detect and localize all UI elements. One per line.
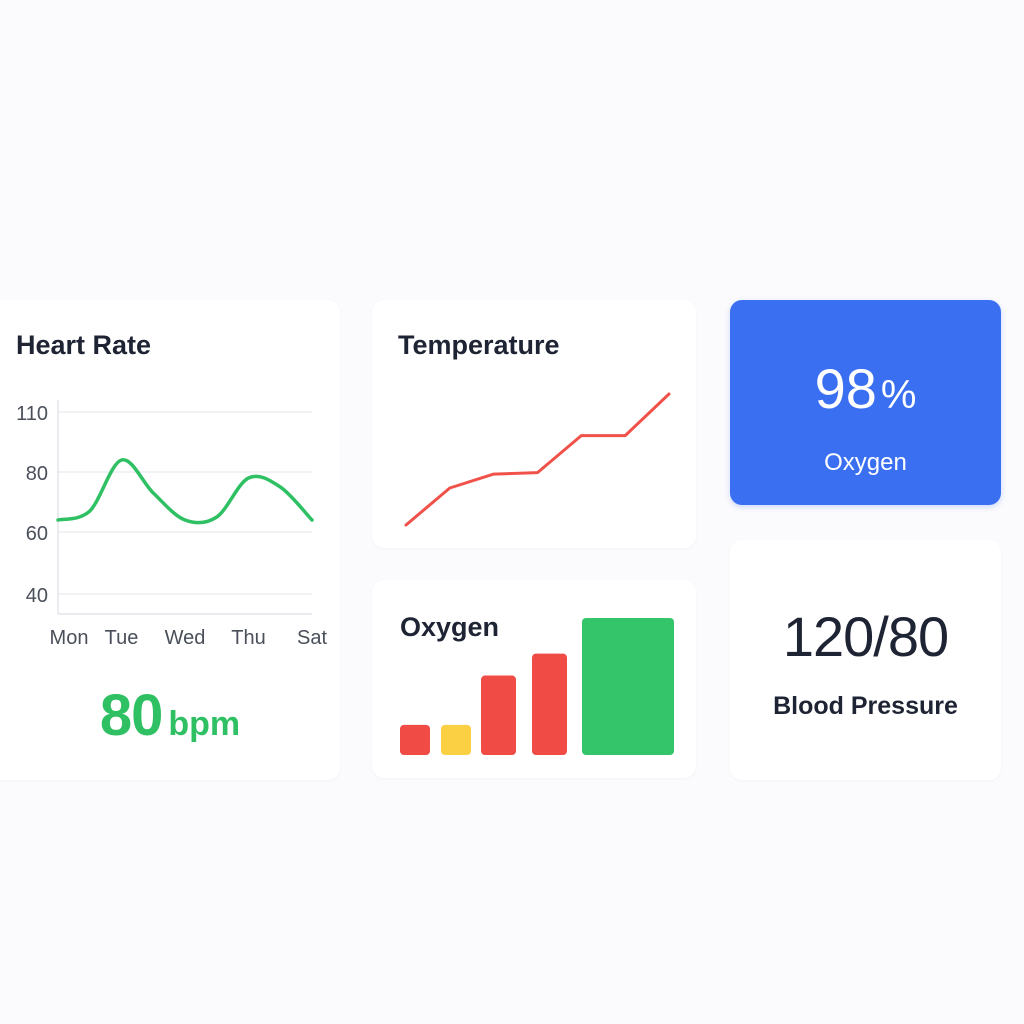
oxygen-chart-title: Oxygen	[400, 612, 500, 642]
heart-rate-title: Heart Rate	[16, 330, 152, 360]
x-tick-label: Wed	[165, 627, 206, 649]
blood-pressure-label: Blood Pressure	[773, 692, 958, 720]
y-tick-label: 60	[26, 523, 48, 545]
x-tick-label: Mon	[50, 627, 89, 649]
x-tick-label: Sat	[297, 627, 327, 649]
oxygen-bar-chart	[400, 618, 674, 755]
oxygen-bar	[481, 675, 516, 755]
oxygen-tile-label: Oxygen	[824, 449, 907, 476]
heart-rate-card	[0, 300, 340, 780]
x-tick-label: Tue	[105, 627, 139, 649]
oxygen-tile-value: 98%	[730, 356, 1001, 421]
oxygen-bar	[400, 724, 430, 755]
blood-pressure-value: 120/80	[782, 605, 949, 668]
oxygen-bar	[532, 653, 567, 755]
oxygen-bar	[582, 618, 674, 755]
oxygen-tile-number: 98	[814, 357, 877, 420]
heart-rate-number: 80	[99, 683, 164, 748]
y-tick-label: 80	[26, 463, 48, 485]
oxygen-tile[interactable]	[730, 300, 1001, 505]
temperature-chart	[404, 392, 671, 527]
heart-rate-value: 80 bpm	[0, 682, 340, 749]
oxygen-tile-unit: %	[880, 373, 917, 417]
heart-rate-line	[56, 458, 314, 525]
blood-pressure-card	[730, 540, 1001, 780]
temperature-line	[404, 392, 671, 527]
heart-rate-unit: bpm	[168, 705, 241, 743]
y-tick-label: 110	[16, 403, 48, 425]
temperature-title: Temperature	[398, 330, 560, 360]
x-tick-label: Thu	[231, 627, 265, 649]
oxygen-bar	[441, 724, 471, 755]
y-tick-label: 40	[26, 585, 48, 607]
